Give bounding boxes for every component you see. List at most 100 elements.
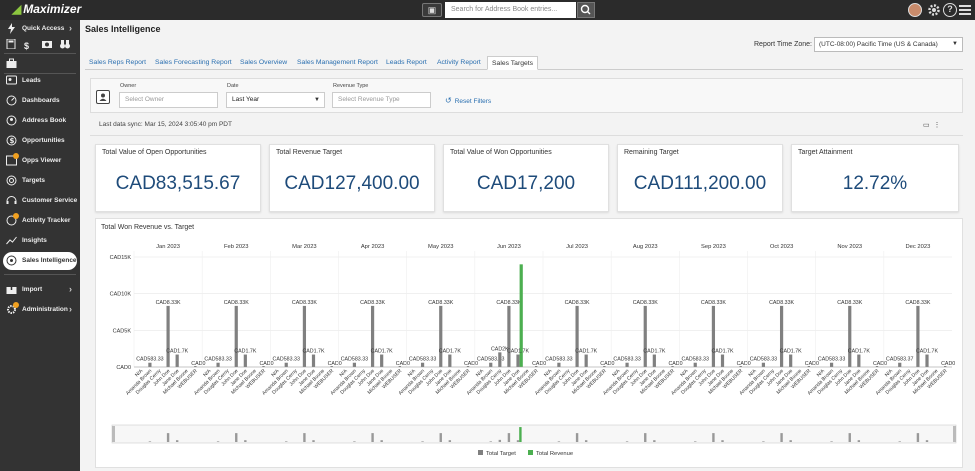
sidebar-item-import[interactable]: Import › <box>0 281 80 299</box>
sidebar-item-sales-intelligence[interactable]: Sales Intelligence <box>3 252 77 270</box>
data-label: CAD8.33K <box>428 300 453 306</box>
data-label: CAD1.7K <box>848 349 871 355</box>
timezone-select[interactable]: (UTC-08:00) Pacific Time (US & Canada) ▼ <box>814 37 963 52</box>
y-tick-label: CAD0 <box>116 365 131 371</box>
tab-sales-targets[interactable]: Sales Targets <box>487 56 539 70</box>
tab-leads-report[interactable]: Leads Report <box>386 59 427 66</box>
sidebar-item-briefcase[interactable] <box>0 55 80 73</box>
more-options-icon[interactable]: ⋮ <box>933 122 941 129</box>
month-label: Feb 2023 <box>224 244 249 250</box>
revenue-bar <box>519 264 523 367</box>
target-bar <box>216 362 220 367</box>
binoculars-icon[interactable] <box>59 39 70 49</box>
sidebar-divider <box>4 73 76 74</box>
category-label: N/A <box>202 368 213 379</box>
target-bar <box>652 354 656 367</box>
navigator-target-bar <box>830 441 833 442</box>
data-label: CAD1.7K <box>507 349 530 355</box>
reset-filters-button[interactable]: ↺ Reset Filters <box>445 96 491 105</box>
sales-intelligence-icon <box>6 255 17 266</box>
notification-badge <box>13 302 19 308</box>
sync-toolbar: ▭ ⋮ <box>923 121 941 129</box>
tab-activity-report[interactable]: Activity Report <box>437 59 481 66</box>
search-button[interactable] <box>577 2 595 18</box>
app-logo[interactable]: ◢ Maximizer <box>12 2 81 16</box>
navigator-target-bar <box>312 440 315 442</box>
last-sync-text: Last data sync: Mar 15, 2024 3:05:40 pm … <box>99 121 232 128</box>
sidebar-item-customer-service[interactable]: Customer Service <box>0 192 80 210</box>
target-bar <box>898 362 902 367</box>
category-label: N/A <box>884 368 895 379</box>
data-label: CAD1.7K <box>371 349 394 355</box>
data-label: CAD0 <box>737 361 751 367</box>
settings-gear-icon[interactable] <box>927 3 941 17</box>
import-icon <box>6 284 17 295</box>
data-label: CAD0 <box>464 361 478 367</box>
data-label: CAD0 <box>668 361 682 367</box>
filter-bar: Owner Select Owner Date Last Year ▼ Reve… <box>90 78 963 113</box>
target-bar <box>498 352 502 367</box>
data-label: CAD0 <box>191 361 205 367</box>
month-label: May 2023 <box>428 244 453 250</box>
target-bar <box>720 354 725 367</box>
keyboard-icon[interactable]: ▭ <box>923 122 930 129</box>
kpi-title: Target Attainment <box>798 149 853 156</box>
data-label: CAD0 <box>532 361 546 367</box>
target-bar <box>234 305 238 367</box>
activity-tracker-icon <box>6 215 17 226</box>
target-bar <box>789 354 793 367</box>
sidebar-item-opps-viewer[interactable]: Opps Viewer <box>0 152 80 170</box>
category-label: N/A <box>748 368 759 379</box>
owner-input[interactable]: Select Owner <box>119 92 218 108</box>
tab-sales-management-report[interactable]: Sales Management Report <box>297 59 378 66</box>
target-bar <box>671 366 674 367</box>
navigator-target-bar <box>448 440 452 442</box>
target-bar <box>516 354 520 367</box>
reset-filters-label: Reset Filters <box>454 98 492 105</box>
navigator-target-bar <box>421 441 424 442</box>
hamburger-menu-icon[interactable] <box>958 3 972 17</box>
data-label: CAD0 <box>328 361 342 367</box>
section-divider <box>90 135 963 136</box>
sidebar-item-activity-tracker[interactable]: Activity Tracker <box>0 212 80 230</box>
address-book-search-input[interactable]: Search for Address Book entries... <box>445 2 576 18</box>
user-avatar[interactable] <box>908 3 922 17</box>
sidebar-item-address-book[interactable]: Address Book <box>0 112 80 130</box>
calculator-icon[interactable] <box>6 38 16 50</box>
date-select[interactable]: Last Year ▼ <box>226 92 325 108</box>
data-label: CAD1.7K <box>916 349 939 355</box>
sidebar-item-leads[interactable]: Leads <box>0 72 80 90</box>
data-label: CAD583.33 <box>409 357 436 363</box>
sidebar-item-dashboards[interactable]: Dashboards <box>0 92 80 110</box>
chart-title: Total Won Revenue vs. Target <box>101 224 195 231</box>
contact-card-icon[interactable] <box>96 90 110 104</box>
target-bar <box>370 305 375 367</box>
revenue-type-input[interactable]: Select Revenue Type <box>332 92 431 108</box>
kpi-title: Total Value of Won Opportunities <box>450 149 552 156</box>
category-label: N/A <box>816 368 827 379</box>
reset-icon: ↺ <box>445 96 452 105</box>
won-revenue-vs-target-chart: Total Won Revenue vs. Target CAD0 CAD5K CA… <box>95 218 963 468</box>
date-value: Last Year <box>232 96 260 103</box>
notification-badge <box>13 153 19 159</box>
tab-sales-forecasting-report[interactable]: Sales Forecasting Report <box>155 59 232 66</box>
target-bar <box>916 305 920 367</box>
sidebar-item-administration[interactable]: Administration › <box>0 301 80 319</box>
sidebar-item-targets[interactable]: Targets <box>0 172 80 190</box>
data-label: CAD8.33K <box>360 300 385 306</box>
data-label: CAD1.7K <box>643 349 666 355</box>
sidebar-item-insights[interactable]: Insights <box>0 232 80 250</box>
sidebar-quick-access[interactable]: Quick Access › <box>0 20 80 38</box>
camera-icon[interactable] <box>41 39 52 49</box>
tab-sales-reps-report[interactable]: Sales Reps Report <box>89 59 147 66</box>
target-bar <box>380 354 384 367</box>
address-book-type-button[interactable]: ▣ <box>422 3 442 17</box>
sidebar-item-opportunities[interactable]: $ Opportunities <box>0 132 80 150</box>
dollar-icon[interactable]: $ <box>23 41 29 51</box>
tab-sales-overview[interactable]: Sales Overview <box>240 59 288 66</box>
help-icon[interactable]: ? <box>943 3 957 17</box>
target-bar <box>807 366 811 367</box>
data-label: CAD583.33 <box>682 357 709 363</box>
navigator-target-bar <box>175 440 179 442</box>
kpi-value: CAD17,200 <box>476 173 576 194</box>
